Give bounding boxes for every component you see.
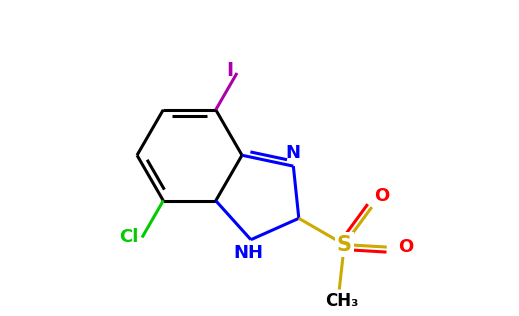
Text: N: N	[286, 144, 301, 162]
Text: O: O	[398, 238, 413, 256]
Text: CH₃: CH₃	[325, 292, 359, 310]
Text: I: I	[226, 61, 233, 80]
Text: O: O	[374, 186, 390, 204]
Text: Cl: Cl	[119, 228, 138, 246]
Text: S: S	[337, 234, 352, 255]
Text: NH: NH	[234, 244, 263, 262]
